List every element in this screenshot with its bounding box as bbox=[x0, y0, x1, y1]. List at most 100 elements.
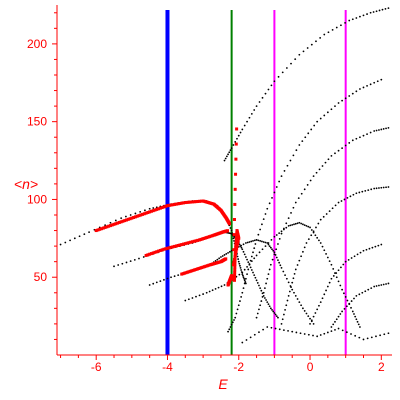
data-point bbox=[252, 240, 254, 242]
data-point bbox=[164, 204, 168, 208]
data-point bbox=[285, 277, 288, 280]
data-point bbox=[259, 228, 262, 231]
data-point bbox=[290, 62, 292, 65]
data-point bbox=[233, 268, 237, 272]
data-point bbox=[130, 216, 134, 220]
tick-labels: -6 -4 -2 0 2 50 100 150 200 bbox=[27, 37, 385, 374]
data-point bbox=[241, 341, 244, 344]
data-point bbox=[223, 284, 226, 286]
data-point bbox=[266, 277, 269, 280]
data-point bbox=[146, 253, 150, 257]
data-point bbox=[385, 186, 387, 189]
data-point bbox=[138, 257, 140, 260]
data-point bbox=[236, 242, 240, 246]
data-point bbox=[334, 152, 336, 155]
data-point bbox=[253, 274, 256, 277]
data-point bbox=[369, 11, 372, 14]
data-point bbox=[373, 187, 376, 190]
data-point bbox=[126, 217, 130, 221]
data-point bbox=[119, 220, 123, 224]
data-point bbox=[272, 310, 275, 313]
data-point bbox=[273, 235, 276, 238]
data-point bbox=[234, 240, 238, 244]
data-point bbox=[385, 283, 387, 285]
data-point bbox=[342, 292, 345, 295]
data-point bbox=[110, 223, 114, 227]
data-point bbox=[289, 224, 292, 227]
data-point bbox=[294, 201, 297, 204]
data-point bbox=[362, 338, 365, 341]
data-point bbox=[152, 282, 155, 285]
data-point bbox=[321, 165, 324, 167]
data-point bbox=[149, 252, 153, 256]
data-point bbox=[375, 10, 378, 13]
data-point bbox=[232, 218, 236, 222]
data-point bbox=[234, 243, 238, 247]
data-point bbox=[344, 144, 347, 147]
data-point bbox=[312, 231, 315, 234]
data-point bbox=[373, 130, 376, 132]
data-point bbox=[237, 258, 240, 260]
data-point bbox=[133, 258, 136, 261]
data-point bbox=[375, 335, 377, 338]
data-point bbox=[330, 277, 333, 280]
data-point bbox=[330, 330, 333, 333]
data-point bbox=[244, 256, 247, 258]
data-point bbox=[228, 151, 231, 154]
data-point bbox=[183, 242, 187, 246]
data-point bbox=[347, 258, 350, 261]
data-point bbox=[242, 243, 245, 246]
data-point bbox=[170, 276, 172, 279]
data-point bbox=[255, 279, 258, 282]
data-point bbox=[234, 142, 238, 146]
data-point bbox=[310, 234, 313, 237]
data-point bbox=[237, 236, 241, 240]
data-point bbox=[98, 227, 102, 231]
data-point bbox=[348, 302, 351, 305]
data-point bbox=[383, 333, 386, 336]
data-point bbox=[376, 80, 379, 83]
data-point bbox=[310, 229, 313, 231]
data-point bbox=[305, 224, 308, 227]
data-point bbox=[315, 40, 317, 43]
data-point bbox=[358, 293, 361, 296]
data-point bbox=[174, 202, 178, 206]
data-point bbox=[73, 237, 76, 240]
data-point bbox=[326, 331, 329, 334]
data-point bbox=[286, 299, 289, 302]
data-point bbox=[378, 187, 380, 189]
data-point bbox=[232, 233, 236, 237]
data-point bbox=[304, 136, 307, 139]
data-point bbox=[325, 213, 328, 215]
data-point bbox=[299, 332, 302, 335]
data-point bbox=[282, 227, 285, 230]
data-point bbox=[144, 209, 146, 212]
data-point bbox=[190, 200, 194, 204]
data-point bbox=[141, 212, 145, 216]
data-point bbox=[271, 248, 273, 251]
data-point bbox=[196, 238, 200, 242]
data-point bbox=[125, 215, 127, 218]
data-point bbox=[232, 248, 236, 252]
data-point bbox=[233, 265, 237, 269]
data-point bbox=[325, 289, 327, 292]
data-point bbox=[292, 154, 295, 157]
data-point bbox=[350, 300, 353, 302]
data-point bbox=[121, 219, 125, 223]
data-point bbox=[227, 222, 231, 226]
data-point bbox=[287, 281, 290, 284]
data-point bbox=[354, 315, 357, 318]
data-point bbox=[202, 293, 205, 295]
data-point bbox=[280, 230, 283, 233]
data-point bbox=[264, 213, 267, 215]
data-point bbox=[319, 301, 322, 304]
data-point bbox=[239, 300, 241, 302]
data-point bbox=[167, 246, 171, 250]
data-point bbox=[318, 304, 320, 307]
data-point bbox=[341, 147, 344, 150]
data-point bbox=[123, 219, 127, 223]
data-point bbox=[205, 291, 208, 294]
data-point bbox=[379, 334, 382, 337]
data-point bbox=[315, 226, 317, 229]
data-point bbox=[230, 229, 233, 232]
